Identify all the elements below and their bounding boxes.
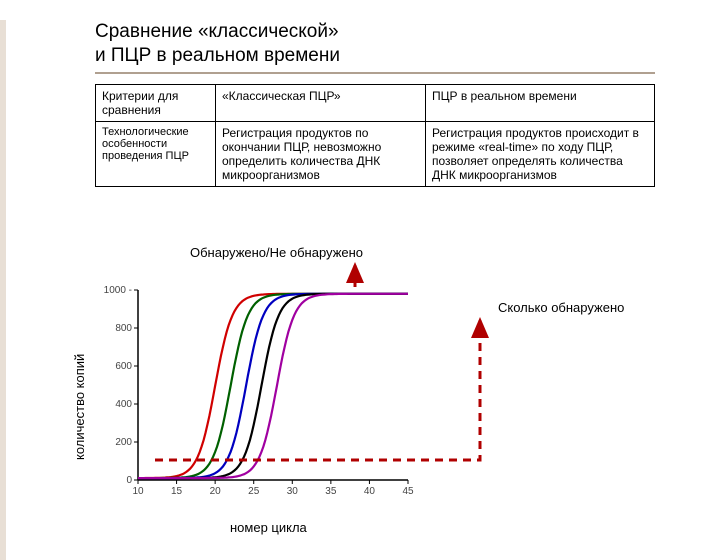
label-quantity: Сколько обнаружено (498, 300, 624, 315)
chart-svg: 0 200 400 600 800 1000 - 10 15 20 25 30 35 40 45 (90, 280, 430, 510)
th-realtime: ПЦР в реальном времени (426, 84, 655, 121)
svg-text:45: 45 (402, 486, 414, 497)
svg-text:30: 30 (287, 486, 299, 497)
svg-text:35: 35 (325, 486, 337, 497)
y-axis-label: количество копий (72, 354, 87, 460)
side-accent (0, 20, 6, 560)
comparison-table: Критерии для сравнения «Классическая ПЦР… (95, 84, 655, 187)
svg-text:200: 200 (115, 437, 132, 448)
th-classic: «Классическая ПЦР» (216, 84, 426, 121)
title-block: Сравнение «классической» и ПЦР в реально… (95, 20, 655, 74)
svg-text:600: 600 (115, 361, 132, 372)
th-criteria: Критерии для сравнения (96, 84, 216, 121)
page-title: Сравнение «классической» и ПЦР в реально… (95, 20, 655, 68)
td-criteria: Технологические особенности проведения П… (96, 121, 216, 186)
title-line1: Сравнение «классической» (95, 21, 339, 42)
label-detected: Обнаружено/Не обнаружено (190, 245, 363, 260)
td-realtime: Регистрация продуктов происходит в режим… (426, 121, 655, 186)
title-line2: и ПЦР в реальном времени (95, 45, 340, 66)
pcr-chart: 0 200 400 600 800 1000 - 10 15 20 25 30 35 40 45 (90, 280, 430, 515)
svg-text:40: 40 (364, 486, 376, 497)
svg-text:20: 20 (210, 486, 222, 497)
td-classic: Регистрация продуктов по окончании ПЦР, … (216, 121, 426, 186)
svg-text:0: 0 (126, 475, 132, 486)
svg-text:15: 15 (171, 486, 183, 497)
svg-text:400: 400 (115, 399, 132, 410)
svg-text:25: 25 (248, 486, 260, 497)
svg-text:10: 10 (132, 486, 144, 497)
x-axis-label: номер цикла (230, 520, 307, 535)
table-header-row: Критерии для сравнения «Классическая ПЦР… (96, 84, 655, 121)
svg-text:1000 -: 1000 - (104, 285, 132, 296)
svg-text:800: 800 (115, 323, 132, 334)
table-row: Технологические особенности проведения П… (96, 121, 655, 186)
